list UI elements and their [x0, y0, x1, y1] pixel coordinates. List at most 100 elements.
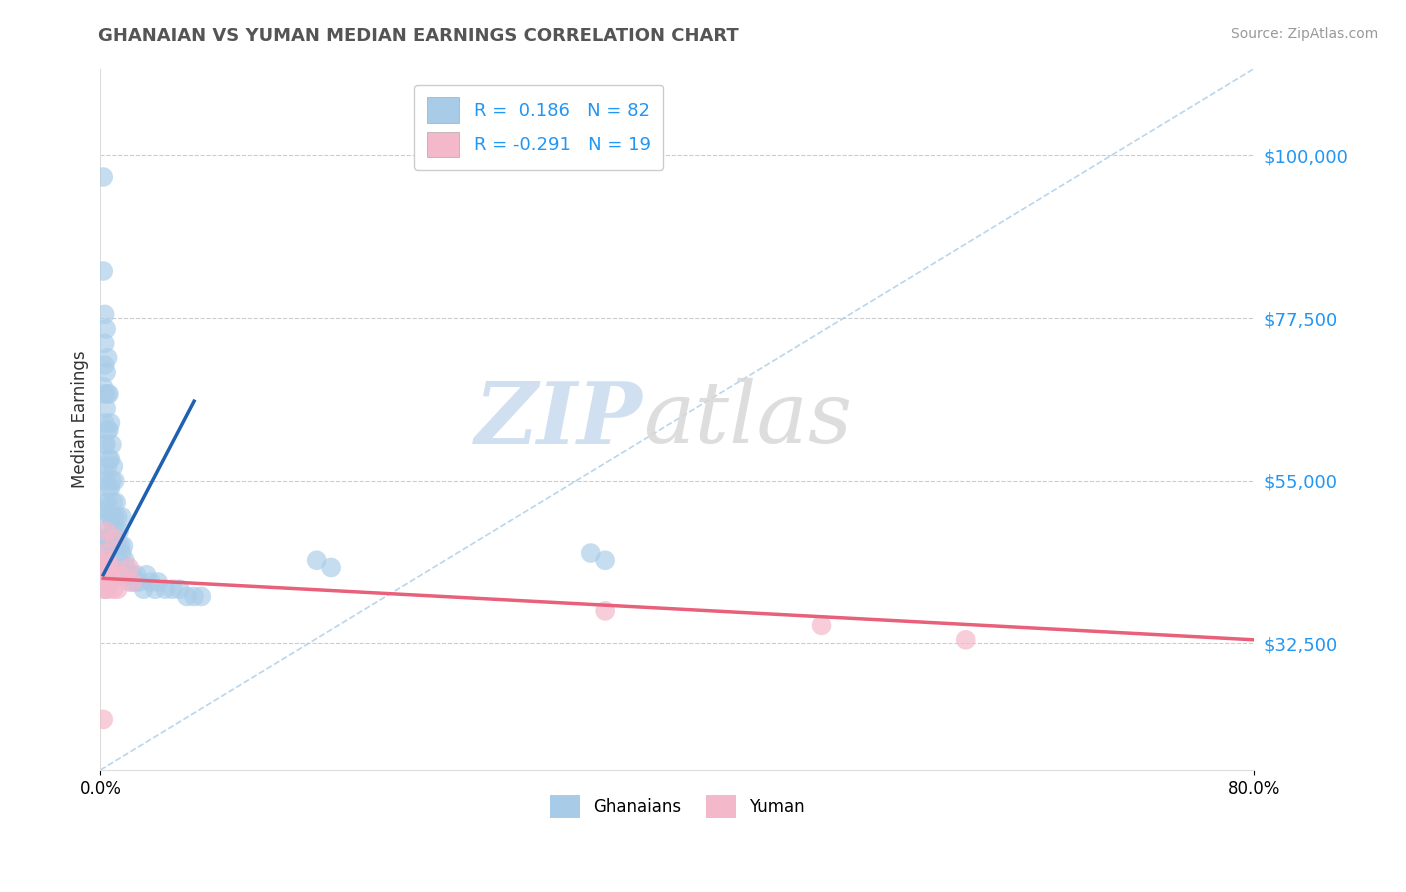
Point: [100, 509, 122, 524]
Point: [124, 574, 146, 589]
Point: [97, 532, 120, 546]
Point: [100, 416, 122, 430]
Point: [117, 567, 139, 582]
Point: [105, 495, 128, 509]
Point: [118, 574, 141, 589]
Point: [110, 567, 132, 582]
Point: [93, 467, 115, 481]
Point: [91, 712, 114, 726]
Point: [162, 582, 184, 597]
Point: [98, 387, 121, 401]
Point: [111, 546, 134, 560]
Point: [98, 481, 121, 495]
Point: [176, 590, 198, 604]
Point: [100, 574, 122, 589]
Point: [121, 567, 143, 582]
Point: [93, 582, 115, 597]
Point: [105, 524, 128, 539]
Point: [169, 582, 191, 597]
Point: [97, 423, 120, 437]
Point: [93, 416, 115, 430]
Point: [132, 582, 155, 597]
Point: [112, 539, 135, 553]
Point: [94, 322, 117, 336]
Point: [93, 582, 115, 597]
Point: [94, 532, 117, 546]
Point: [810, 618, 832, 632]
Point: [93, 524, 115, 539]
Point: [91, 169, 114, 184]
Point: [93, 437, 115, 451]
Point: [94, 567, 117, 582]
Point: [103, 582, 125, 597]
Point: [579, 546, 602, 560]
Point: [108, 524, 131, 539]
Point: [121, 574, 143, 589]
Point: [100, 539, 122, 553]
Point: [98, 567, 121, 582]
Point: [155, 582, 177, 597]
Point: [93, 495, 115, 509]
Point: [98, 509, 121, 524]
Text: atlas: atlas: [643, 378, 852, 460]
Point: [128, 574, 150, 589]
Point: [118, 560, 141, 574]
Point: [97, 459, 120, 474]
Point: [110, 539, 132, 553]
Point: [104, 509, 127, 524]
Point: [111, 509, 134, 524]
Point: [101, 509, 124, 524]
Point: [101, 437, 124, 451]
Point: [114, 553, 136, 567]
Point: [955, 632, 977, 647]
Text: ZIP: ZIP: [475, 377, 643, 461]
Point: [321, 560, 343, 574]
Point: [101, 560, 124, 574]
Point: [139, 574, 162, 589]
Point: [101, 539, 124, 553]
Point: [146, 574, 169, 589]
Point: [107, 509, 129, 524]
Text: GHANAIAN VS YUMAN MEDIAN EARNINGS CORRELATION CHART: GHANAIAN VS YUMAN MEDIAN EARNINGS CORREL…: [98, 27, 740, 45]
Point: [101, 474, 124, 488]
Point: [103, 524, 125, 539]
Point: [183, 590, 205, 604]
Point: [97, 495, 120, 509]
Point: [593, 553, 616, 567]
Point: [97, 351, 120, 365]
Point: [97, 387, 120, 401]
Point: [103, 459, 125, 474]
Point: [94, 401, 117, 416]
Text: Source: ZipAtlas.com: Source: ZipAtlas.com: [1230, 27, 1378, 41]
Point: [305, 553, 328, 567]
Point: [91, 380, 114, 394]
Point: [93, 553, 115, 567]
Point: [93, 387, 115, 401]
Point: [93, 307, 115, 321]
Point: [97, 553, 120, 567]
Point: [93, 358, 115, 372]
Point: [107, 582, 129, 597]
Point: [143, 582, 166, 597]
Point: [108, 553, 131, 567]
Point: [115, 560, 138, 574]
Point: [107, 539, 129, 553]
Point: [94, 560, 117, 574]
Y-axis label: Median Earnings: Median Earnings: [72, 351, 89, 488]
Point: [104, 474, 127, 488]
Point: [97, 582, 120, 597]
Point: [98, 423, 121, 437]
Point: [100, 481, 122, 495]
Point: [94, 524, 117, 539]
Point: [94, 474, 117, 488]
Point: [593, 604, 616, 618]
Point: [104, 532, 127, 546]
Point: [93, 546, 115, 560]
Point: [125, 567, 148, 582]
Point: [91, 264, 114, 278]
Point: [103, 495, 125, 509]
Point: [135, 567, 157, 582]
Point: [94, 365, 117, 379]
Legend: Ghanaians, Yuman: Ghanaians, Yuman: [543, 788, 811, 825]
Point: [104, 539, 127, 553]
